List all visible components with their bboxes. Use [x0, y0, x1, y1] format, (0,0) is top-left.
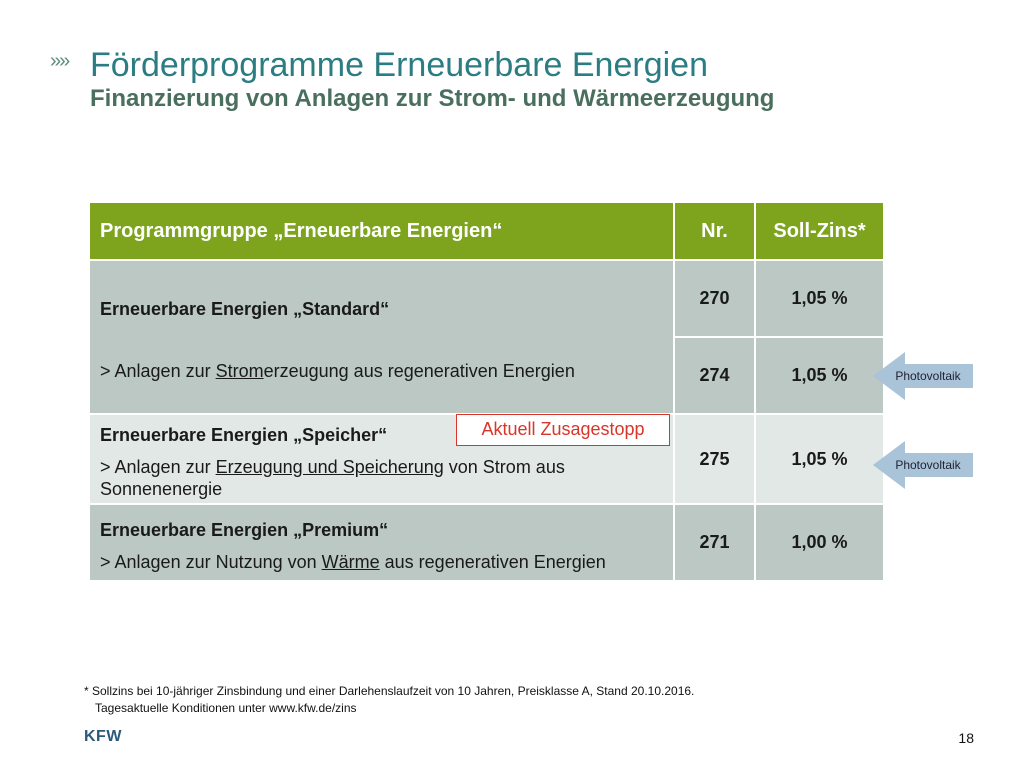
group-desc-premium: > Anlagen zur Nutzung von Wärme aus rege… [100, 551, 606, 572]
photovoltaik-callout: Photovoltaik [873, 352, 973, 400]
page-number: 18 [958, 730, 974, 746]
callout-label: Photovoltaik [895, 458, 961, 472]
rate-cell: 1,00 % [754, 503, 885, 582]
program-table: Programmgruppe „Erneuerbare Energien“ Nr… [88, 201, 885, 582]
footnote-line: Tagesaktuelle Konditionen unter www.kfw.… [95, 701, 357, 715]
header-rate: Soll-Zins* [754, 201, 885, 261]
header-program-group: Programmgruppe „Erneuerbare Energien“ [88, 201, 675, 261]
nr-cell: 274 [673, 336, 756, 415]
group-desc-speicher: > Anlagen zur Erzeugung und Speicherung … [100, 457, 565, 499]
nr-cell: 271 [673, 503, 756, 582]
slide-title: Förderprogramme Erneuerbare Energien [90, 46, 708, 84]
rate-cell: 1,05 % [754, 336, 885, 415]
program-cell-premium: Erneuerbare Energien „Premium“ > Anlagen… [88, 503, 675, 582]
kfw-logo: KFW [84, 728, 122, 745]
program-cell-standard: Erneuerbare Energien „Standard“ > Anlage… [88, 259, 675, 415]
left-arrow-icon [873, 441, 973, 489]
nr-cell: 275 [673, 413, 756, 505]
table-row: Erneuerbare Energien „Premium“ > Anlagen… [88, 503, 885, 582]
table-header-row: Programmgruppe „Erneuerbare Energien“ Nr… [88, 201, 885, 261]
group-title-speicher: Erneuerbare Energien „Speicher“ [100, 425, 388, 445]
slide-subtitle: Finanzierung von Anlagen zur Strom- und … [90, 85, 775, 112]
photovoltaik-callout: Photovoltaik [873, 441, 973, 489]
chevron-icon: »» [50, 50, 70, 72]
group-desc-standard: > Anlagen zur Stromerzeugung aus regener… [100, 361, 575, 381]
group-title-standard: Erneuerbare Energien „Standard“ [100, 299, 390, 319]
header-nr: Nr. [673, 201, 756, 261]
rate-cell: 1,05 % [754, 259, 885, 338]
zusagestopp-notice: Aktuell Zusagestopp [456, 414, 670, 446]
left-arrow-icon [873, 352, 973, 400]
footnote-line: * Sollzins bei 10-jähriger Zinsbindung u… [84, 684, 695, 698]
group-title-premium: Erneuerbare Energien „Premium“ [100, 519, 389, 540]
footnote: * Sollzins bei 10-jähriger Zinsbindung u… [84, 683, 694, 717]
callout-label: Photovoltaik [895, 369, 961, 383]
nr-cell: 270 [673, 259, 756, 338]
table-row: Erneuerbare Energien „Standard“ > Anlage… [88, 259, 885, 415]
rate-cell: 1,05 % [754, 413, 885, 505]
